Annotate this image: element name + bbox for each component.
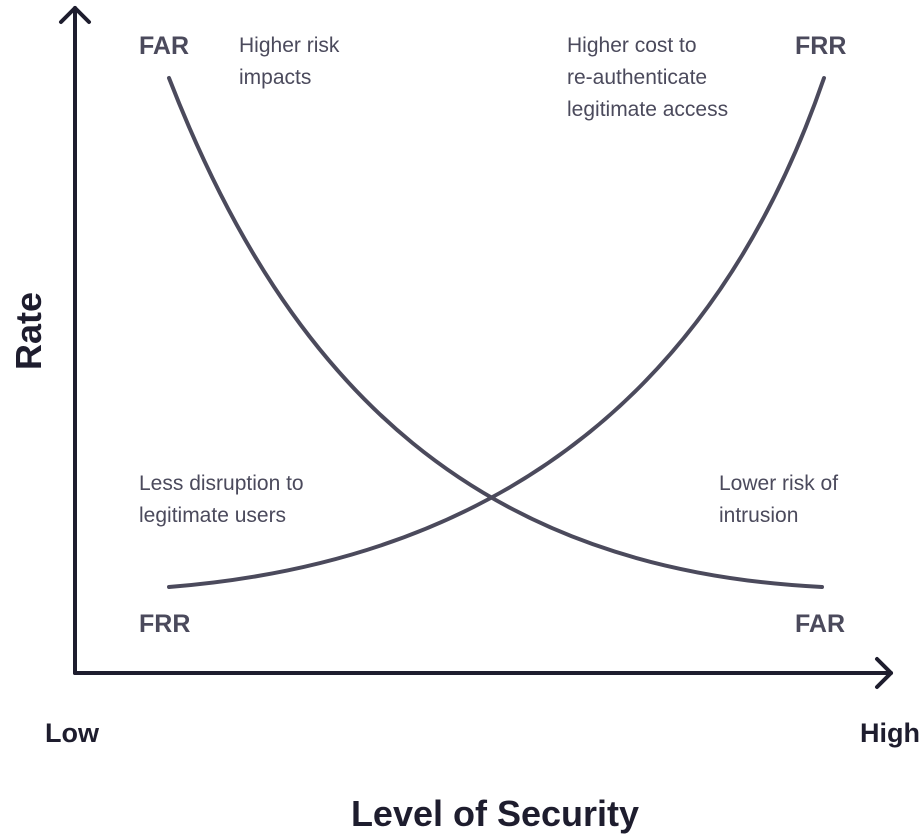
note-line: legitimate users [139, 504, 286, 527]
x-axis-arrowhead [875, 657, 893, 689]
frr-curve [167, 76, 826, 589]
frr-label-start: FRR [139, 610, 190, 638]
note-line: re-authenticate [567, 66, 707, 89]
note-bottom-left: Less disruption to legitimate users [139, 472, 304, 527]
note-line: Less disruption to [139, 472, 304, 495]
axes [59, 6, 893, 689]
note-line: impacts [239, 66, 311, 89]
note-top-right: Higher cost to re-authenticate legitimat… [567, 34, 728, 121]
y-axis-arrowhead [59, 6, 91, 24]
y-axis-title: Rate [8, 292, 49, 370]
note-line: intrusion [719, 504, 798, 527]
note-line: Higher cost to [567, 34, 697, 57]
note-bottom-right: Lower risk of intrusion [719, 472, 838, 527]
far-curve [167, 76, 824, 589]
x-axis-high-label: High [860, 718, 920, 748]
note-line: legitimate access [567, 98, 728, 121]
note-line: Higher risk [239, 34, 340, 57]
note-line: Lower risk of [719, 472, 838, 495]
note-top-left: Higher risk impacts [239, 34, 340, 89]
x-axis-low-label: Low [45, 718, 100, 748]
x-axis-title: Level of Security [351, 793, 639, 834]
far-label-start: FAR [139, 32, 189, 60]
frr-label-end: FRR [795, 32, 846, 60]
far-label-end: FAR [795, 610, 845, 638]
